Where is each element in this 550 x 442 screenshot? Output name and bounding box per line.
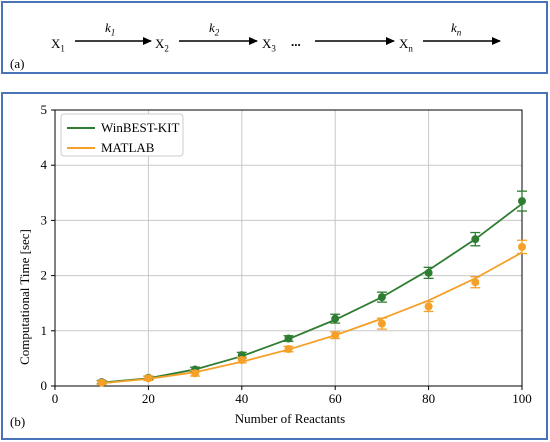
legend-box (60, 113, 184, 157)
y-tick-label: 4 (41, 157, 48, 172)
rate-k1: k1 (105, 20, 116, 38)
y-tick-label: 5 (41, 102, 48, 117)
series-line-matlab (101, 251, 523, 385)
species-x2: X2 (155, 36, 169, 54)
data-point-winbest-kit (377, 293, 386, 302)
panel-b-label: (b) (10, 414, 26, 429)
x-axis-label: Number of Reactants (235, 411, 345, 426)
x-tick-label: 0 (52, 391, 59, 406)
data-point-winbest-kit (424, 268, 433, 277)
data-point-matlab (284, 345, 293, 354)
reaction-arrows (75, 37, 501, 45)
chart-panel: (b) 0 20 40 60 80 100 0 1 2 3 4 5 WinBEST-KIT MATLAB… (1, 92, 548, 440)
x-tick-label: 100 (512, 391, 532, 406)
computational-time-chart: 0 20 40 60 80 100 0 1 2 3 4 5 WinBEST-KIT MATLAB Num… (17, 102, 532, 426)
ellipsis: ... (291, 34, 301, 49)
species-x3: X3 (262, 36, 276, 54)
x-tick-label: 80 (422, 391, 435, 406)
x-tick-label: 20 (142, 391, 155, 406)
y-tick-label: 1 (41, 323, 48, 338)
data-point-matlab (424, 302, 433, 311)
legend-label-winbest-kit: WinBEST-KIT (101, 120, 179, 135)
data-point-winbest-kit (518, 197, 526, 206)
y-tick-label: 3 (41, 212, 48, 227)
data-point-matlab (377, 319, 386, 328)
data-point-matlab (191, 369, 200, 378)
x-tick-label: 60 (329, 391, 342, 406)
rate-kn: kn (451, 20, 462, 38)
legend-label-matlab: MATLAB (101, 140, 155, 155)
data-point-winbest-kit (471, 235, 480, 244)
species-xn: Xn (399, 36, 413, 54)
data-point-winbest-kit (284, 334, 293, 343)
y-tick-label: 2 (41, 268, 48, 283)
y-tick-label: 0 (41, 378, 48, 393)
x-tick-label: 40 (235, 391, 248, 406)
data-point-matlab (331, 331, 340, 340)
y-axis-label: Computational Time [sec] (17, 229, 32, 365)
species-x1: X1 (51, 36, 65, 54)
data-point-matlab (144, 374, 153, 383)
data-point-matlab (518, 242, 526, 251)
panel-a-label: (a) (10, 56, 25, 71)
data-point-matlab (97, 378, 106, 387)
rate-k2: k2 (209, 20, 220, 38)
data-point-matlab (471, 278, 480, 287)
data-point-winbest-kit (331, 314, 340, 323)
reaction-scheme-panel: (a) X1 X2 X3 ... Xn k1 k2 kn (1, 1, 548, 74)
data-point-matlab (237, 356, 246, 365)
series-line-winbest-kit (101, 203, 523, 384)
